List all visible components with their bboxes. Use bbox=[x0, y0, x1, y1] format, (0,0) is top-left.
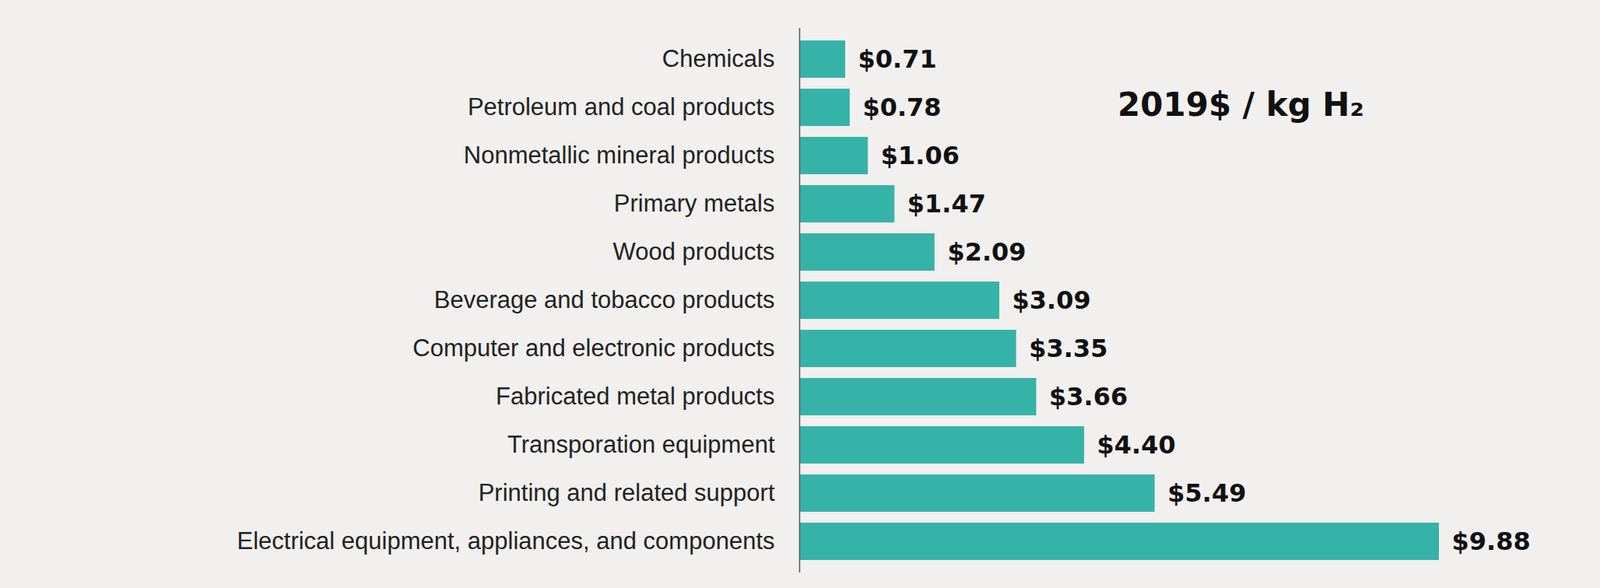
svg-text:$3.66: $3.66 bbox=[1049, 382, 1128, 412]
svg-text:Computer and electronic produc: Computer and electronic products bbox=[412, 334, 775, 362]
svg-text:Wood products: Wood products bbox=[613, 238, 776, 266]
svg-text:Beverage and tobacco products: Beverage and tobacco products bbox=[434, 286, 776, 314]
svg-text:$9.88: $9.88 bbox=[1452, 526, 1531, 557]
svg-text:$3.09: $3.09 bbox=[1012, 285, 1092, 316]
svg-text:Primary metals: Primary metals bbox=[614, 189, 776, 218]
svg-text:Nonmetallic mineral products: Nonmetallic mineral products bbox=[463, 141, 776, 169]
svg-text:Petroleum and coal products: Petroleum and coal products bbox=[467, 93, 776, 121]
svg-text:$3.35: $3.35 bbox=[1028, 333, 1108, 364]
svg-text:Electrical equipment, applianc: Electrical equipment, appliances, and co… bbox=[236, 527, 775, 555]
svg-text:$1.06: $1.06 bbox=[880, 140, 960, 171]
svg-text:$4.40: $4.40 bbox=[1097, 430, 1176, 460]
svg-text:Transporation equipment: Transporation equipment bbox=[507, 431, 776, 459]
svg-text:Printing and related support: Printing and related support bbox=[478, 479, 776, 507]
svg-text:Fabricated metal products: Fabricated metal products bbox=[495, 382, 775, 411]
svg-text:$5.49: $5.49 bbox=[1167, 478, 1246, 509]
svg-text:$0.78: $0.78 bbox=[862, 92, 941, 123]
html-text:2019$ / kg H₂: 2019$ / kg H₂ bbox=[1117, 85, 1365, 124]
svg-text:$0.71: $0.71 bbox=[858, 44, 937, 74]
svg-text:$2.09: $2.09 bbox=[947, 237, 1026, 267]
svg-text:Chemicals: Chemicals bbox=[662, 45, 776, 73]
svg-text:$1.47: $1.47 bbox=[907, 189, 986, 219]
